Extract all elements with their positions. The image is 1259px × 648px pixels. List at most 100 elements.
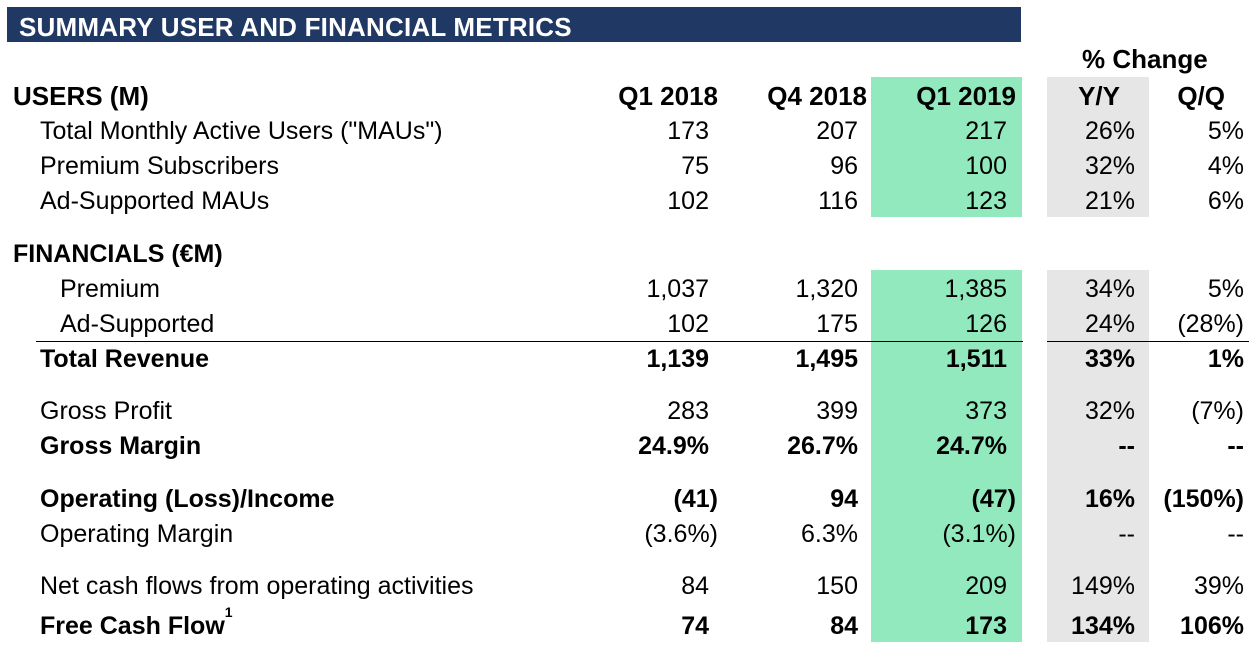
total-revenue-divider-change [1047,341,1249,342]
cell-q1-2019: 1,511 [945,345,1007,373]
row-label: Ad-Supported [60,310,215,338]
cell-qq: (28%) [1177,310,1244,338]
cell-q1-2018: 74 [681,612,709,640]
col-header-q1-2018: Q1 2018 [618,81,718,111]
q1-2019-highlight-users [871,77,1022,217]
cell-q1-2019: 126 [965,310,1007,338]
table-row: Premium Subscribers 75 96 100 32% 4% [0,149,1259,183]
cell-q4-2018: 1,320 [795,275,858,303]
cell-q4-2018: 175 [816,310,858,338]
cell-q1-2019: (47) [971,485,1016,513]
cell-q1-2018: (41) [673,485,718,513]
footnote-marker: 1 [224,604,233,620]
cell-qq: -- [1227,432,1244,460]
financials-section-header: FINANCIALS (€M) [13,240,223,268]
row-label: Gross Margin [40,432,202,460]
cell-yy: 24% [1084,310,1135,338]
col-header-qq: Q/Q [1177,81,1225,111]
cell-q4-2018: 26.7% [787,432,858,460]
table-row: Gross Profit 283 399 373 32% (7%) [0,394,1259,428]
cell-q4-2018: 96 [830,152,858,180]
cell-yy: 32% [1084,397,1135,425]
cell-q4-2018: 84 [830,612,858,640]
cell-q1-2019: 373 [965,397,1007,425]
row-label: Ad-Supported MAUs [40,187,270,215]
cell-q4-2018: 399 [816,397,858,425]
table-row: Operating Margin (3.6%) 6.3% (3.1%) -- -… [0,517,1259,551]
cell-q4-2018: 94 [830,485,858,513]
q1-2019-highlight-financials [871,270,1022,642]
yy-shade-users [1047,77,1149,217]
total-revenue-divider [36,341,1023,342]
cell-yy: 149% [1071,572,1135,600]
cell-q1-2019: 24.7% [936,432,1007,460]
table-row: Operating (Loss)/Income (41) 94 (47) 16%… [0,482,1259,516]
cell-yy: -- [1118,432,1135,460]
cell-q1-2018: 84 [681,572,709,600]
cell-qq: 4% [1207,152,1244,180]
row-label: Free Cash Flow [40,612,225,640]
table-row: Gross Margin 24.9% 26.7% 24.7% -- -- [0,429,1259,463]
row-label: Premium Subscribers [40,152,279,180]
cell-q4-2018: 116 [818,187,858,215]
row-label: Total Revenue [40,345,210,373]
yy-shade-financials [1047,270,1149,642]
cell-q1-2018: 173 [667,117,709,145]
table-row: Premium 1,037 1,320 1,385 34% 5% [0,272,1259,306]
cell-q4-2018: 6.3% [801,520,858,548]
row-label: Net cash flows from operating activities [40,572,474,600]
row-label: Operating Margin [40,520,234,548]
cell-q1-2019: 209 [965,572,1007,600]
users-section-header: USERS (M) [13,81,149,111]
cell-q1-2019: 100 [965,152,1007,180]
cell-q1-2018: 1,037 [646,275,709,303]
cell-q4-2018: 207 [816,117,858,145]
cell-q1-2018: 75 [681,152,709,180]
cell-yy: 21% [1084,187,1135,215]
cell-q1-2019: 123 [965,187,1007,215]
cell-qq: 106% [1180,612,1244,640]
cell-q1-2018: 102 [667,187,709,215]
table-row: Net cash flows from operating activities… [0,569,1259,603]
cell-q1-2018: 102 [667,310,709,338]
cell-q1-2019: (3.1%) [942,520,1016,548]
header-row: USERS (M) Q1 2018 Q4 2018 Q1 2019 Y/Y Q/… [0,79,1259,113]
cell-qq: (150%) [1163,485,1244,513]
table-row: Ad-Supported MAUs 102 116 123 21% 6% [0,184,1259,218]
col-header-q4-2018: Q4 2018 [767,81,867,111]
cell-q1-2018: 24.9% [638,432,709,460]
table-row: Free Cash Flow1 74 84 173 134% 106% [0,605,1259,643]
cell-qq: (7%) [1191,397,1244,425]
cell-q1-2019: 1,385 [944,275,1007,303]
cell-q1-2018: 283 [667,397,709,425]
pct-change-header: % Change [1082,44,1208,74]
cell-q1-2018: (3.6%) [644,520,718,548]
row-label: Gross Profit [40,397,172,425]
cell-qq: 6% [1207,187,1244,215]
cell-yy: 134% [1071,612,1135,640]
cell-qq: 5% [1207,275,1244,303]
cell-yy: 34% [1084,275,1135,303]
cell-q1-2019: 217 [965,117,1007,145]
cell-yy: 26% [1084,117,1135,145]
row-label: Premium [60,275,161,303]
page-title: SUMMARY USER AND FINANCIAL METRICS [19,12,572,42]
col-header-yy: Y/Y [1078,81,1120,111]
title-bar: SUMMARY USER AND FINANCIAL METRICS [7,7,1021,42]
cell-q1-2019: 173 [965,612,1007,640]
cell-yy: 16% [1084,485,1135,513]
cell-qq: 39% [1193,572,1244,600]
table-row: Total Monthly Active Users ("MAUs") 173 … [0,114,1259,148]
cell-qq: 5% [1207,117,1244,145]
row-label-with-footnote: Free Cash Flow1 [40,605,233,643]
table-row: Total Revenue 1,139 1,495 1,511 33% 1% [0,342,1259,376]
cell-q4-2018: 1,495 [795,345,858,373]
table-row: Ad-Supported 102 175 126 24% (28%) [0,307,1259,341]
col-header-q1-2019: Q1 2019 [916,81,1016,111]
cell-q1-2018: 1,139 [646,345,709,373]
cell-qq: 1% [1207,345,1244,373]
row-label: Total Monthly Active Users ("MAUs") [40,117,443,145]
cell-qq: -- [1227,520,1244,548]
financials-header-row: FINANCIALS (€M) [0,237,1259,271]
cell-yy: -- [1118,520,1135,548]
